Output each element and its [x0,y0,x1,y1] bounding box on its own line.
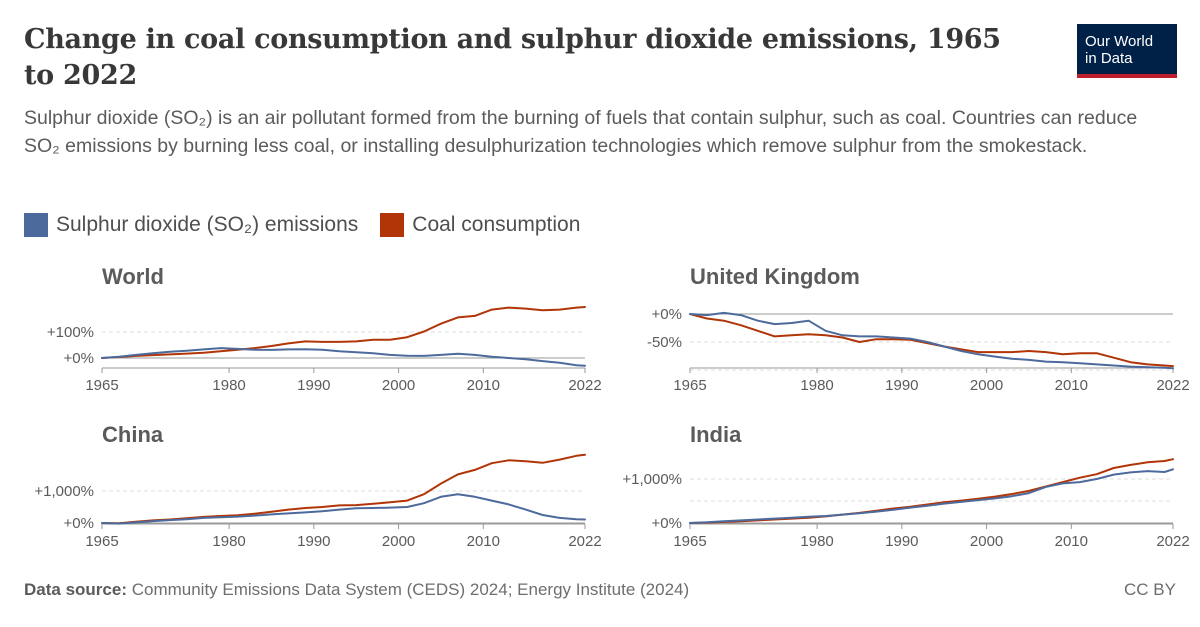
panel-title-uk: United Kingdom [690,264,860,289]
panel-title-india: India [690,422,742,447]
y-tick-label: +1,000% [34,483,94,500]
x-tick-label: 1965 [673,377,706,394]
x-tick-label: 2022 [568,377,601,394]
so2-emissions-line [689,468,1174,524]
legend-item-coal[interactable]: Coal consumption [380,213,580,237]
logo-line1: Our World [1085,33,1154,50]
x-tick-label: 1980 [800,377,833,394]
y-tick-label: +0% [64,515,94,532]
panel-title-china: China [102,422,164,447]
legend-swatch-coal [380,213,405,237]
data-source-text: Community Emissions Data System (CEDS) 2… [131,580,690,599]
legend: Sulphur dioxide (SO₂) emissions Coal con… [24,210,602,240]
so2-emissions-line [689,311,1174,370]
chart-panel-world: +0% +100% 1965 1980 1990 2000 2010 2022 [47,306,602,394]
x-tick-label: 1965 [673,533,706,550]
legend-item-so2[interactable]: Sulphur dioxide (SO₂) emissions [24,213,358,237]
y-tick-label: +0% [652,515,682,532]
data-source: Data source: Community Emissions Data Sy… [24,580,689,600]
chart-panel-china: +0% +1,000% 1965 1980 1990 2000 2010 2022 [34,453,602,550]
logo-accent-bar [1077,74,1177,78]
x-tick-label: 1990 [297,377,330,394]
so2-emissions-line [101,493,586,525]
chart-panel-united-kingdom: +0% -50% 1965 1980 1990 2000 2010 2022 [647,306,1190,394]
y-tick-label: -50% [647,334,682,351]
y-tick-label: +0% [64,350,94,367]
coal-consumption-line [689,458,1174,524]
legend-label-coal: Coal consumption [412,213,581,236]
x-tick-label: 2022 [568,533,601,550]
data-source-label: Data source: [24,580,127,599]
logo-line2: in Data [1085,50,1133,67]
legend-swatch-so2 [24,213,48,237]
y-tick-label: +0% [652,306,682,323]
y-tick-label: +1,000% [622,471,682,488]
panel-title-world: World [102,264,164,289]
x-tick-label: 1980 [212,533,245,550]
x-tick-label: 1980 [212,377,245,394]
coal-consumption-line [101,306,586,359]
coal-consumption-line [101,453,586,525]
x-tick-label: 1980 [800,533,833,550]
x-tick-label: 2010 [467,533,500,550]
chart-subtitle: Sulphur dioxide (SO₂) is an air pollutan… [24,107,1138,157]
x-tick-label: 2010 [467,377,500,394]
x-tick-label: 2000 [382,533,415,550]
license-link[interactable]: CC BY [1124,580,1176,599]
x-tick-label: 1990 [885,533,918,550]
x-tick-label: 2010 [1055,533,1088,550]
x-tick-label: 2010 [1055,377,1088,394]
x-tick-label: 2000 [970,533,1003,550]
x-tick-label: 2000 [970,377,1003,394]
legend-label-so2: Sulphur dioxide (SO₂) emissions [56,213,359,236]
so2-emissions-line [101,347,586,367]
x-tick-label: 1990 [297,533,330,550]
x-tick-label: 1965 [85,533,118,550]
x-tick-label: 1990 [885,377,918,394]
chart-title: Change in coal consumption and sulphur d… [24,24,1001,91]
chart-panel-india: +0% +1,000% 1965 1980 1990 2000 2010 2022 [622,458,1190,550]
y-tick-label: +100% [47,324,94,341]
x-tick-label: 2000 [382,377,415,394]
x-tick-label: 2022 [1156,377,1189,394]
x-tick-label: 1965 [85,377,118,394]
owid-logo[interactable]: Our World in Data [1077,24,1177,78]
x-tick-label: 2022 [1156,533,1189,550]
